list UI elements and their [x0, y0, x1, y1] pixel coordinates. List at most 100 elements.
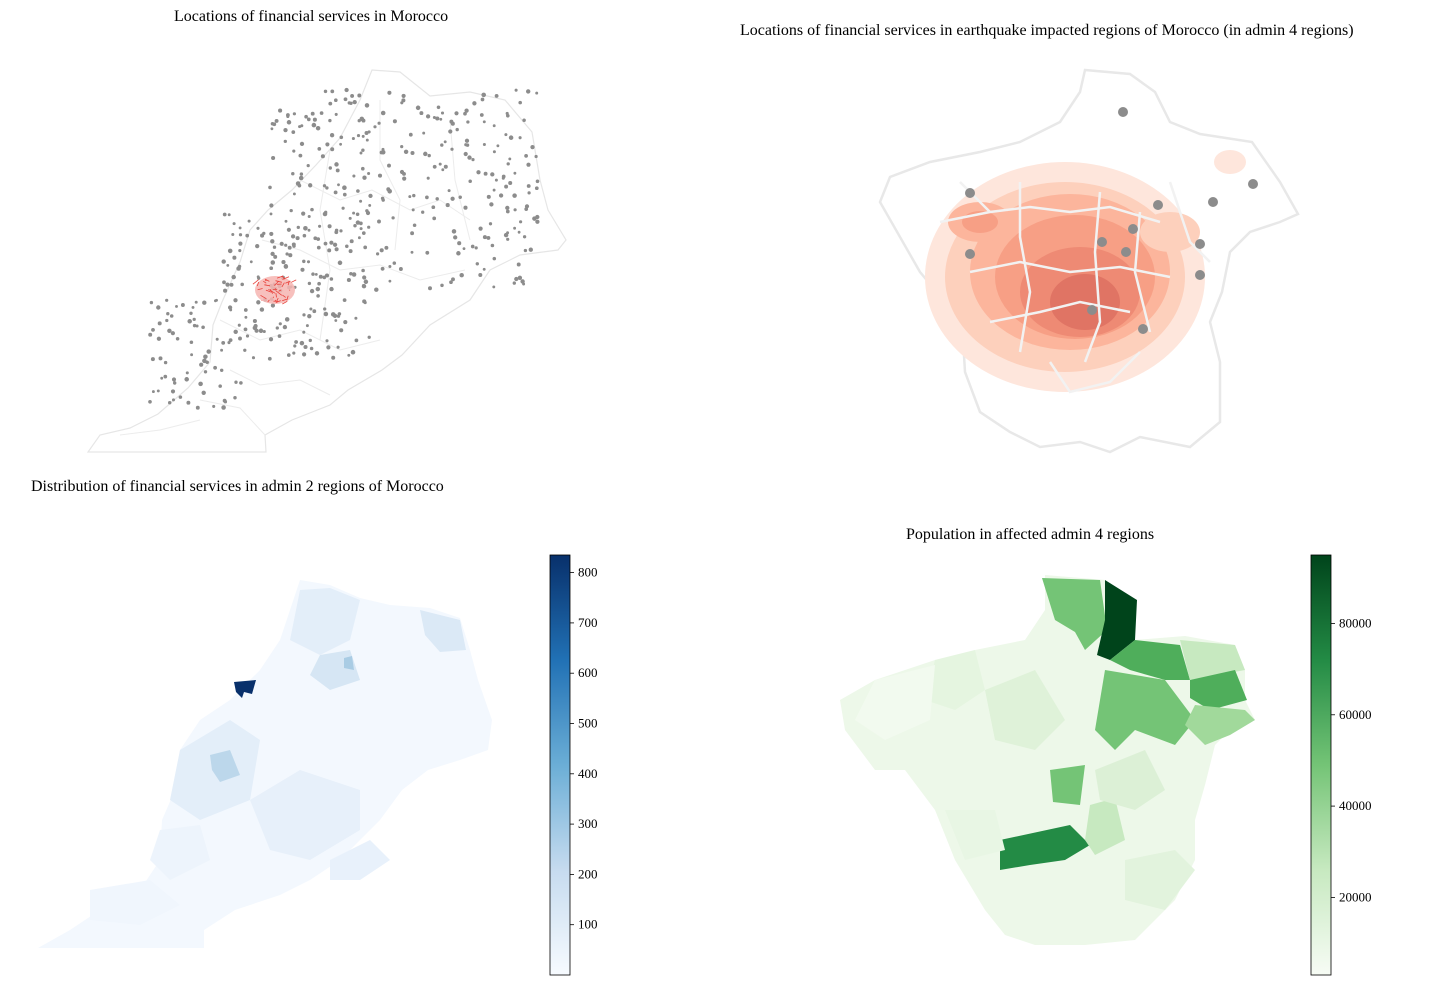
- service-point: [435, 116, 440, 121]
- service-point: [532, 216, 537, 221]
- service-point: [512, 193, 517, 198]
- service-point: [288, 253, 293, 258]
- service-point: [471, 158, 475, 162]
- service-point: [156, 389, 160, 393]
- service-point: [423, 151, 428, 157]
- service-point: [251, 356, 256, 360]
- service-point: [243, 327, 248, 332]
- colorbar-tick-label: 700: [578, 615, 598, 630]
- service-point: [486, 194, 491, 199]
- service-point: [368, 203, 372, 207]
- service-point: [233, 329, 238, 335]
- service-point: [309, 307, 313, 311]
- service-point: [490, 243, 495, 248]
- service-point: [356, 134, 361, 138]
- service-point: [482, 267, 486, 271]
- service-point: [482, 142, 486, 147]
- service-point: [222, 398, 227, 403]
- service-point: [380, 266, 385, 271]
- service-point: [364, 103, 370, 108]
- service-point: [222, 280, 226, 285]
- service-point: [257, 276, 261, 280]
- service-point: [270, 303, 276, 308]
- service-point: [466, 120, 470, 124]
- service-point: [496, 144, 500, 148]
- service-point: [965, 188, 975, 198]
- service-point: [332, 313, 338, 318]
- service-point: [454, 111, 459, 116]
- service-point: [375, 252, 380, 256]
- admin4-population-shape: [840, 575, 1255, 945]
- service-point: [535, 179, 540, 184]
- service-point: [1195, 270, 1205, 280]
- service-point: [336, 345, 340, 349]
- service-point: [232, 255, 237, 260]
- service-point: [367, 130, 371, 134]
- service-point: [505, 209, 510, 214]
- service-point: [494, 93, 499, 98]
- service-point: [227, 248, 233, 254]
- service-point: [426, 176, 430, 180]
- service-point: [269, 212, 273, 216]
- service-point: [300, 267, 305, 272]
- service-point: [355, 212, 360, 217]
- service-point: [165, 298, 169, 302]
- service-point: [245, 334, 250, 338]
- service-point: [309, 346, 314, 351]
- service-point: [408, 132, 413, 137]
- service-point: [201, 390, 206, 395]
- morocco-outline: [86, 69, 567, 453]
- service-point: [270, 239, 275, 244]
- service-point: [384, 245, 389, 250]
- service-point: [359, 227, 363, 231]
- service-point: [464, 143, 468, 147]
- service-point: [348, 249, 353, 254]
- panel2-title: Locations of financial services in earth…: [740, 22, 1354, 39]
- service-point: [522, 118, 526, 122]
- service-point: [523, 248, 528, 253]
- service-point: [291, 171, 295, 176]
- admin4-population-regions: [855, 578, 1255, 910]
- service-point: [513, 171, 517, 175]
- service-point: [432, 115, 436, 120]
- service-point: [318, 224, 322, 228]
- service-point: [363, 245, 368, 250]
- colorbar-tick-label: 500: [578, 716, 598, 731]
- service-point: [294, 340, 298, 344]
- service-point: [486, 235, 491, 240]
- service-point: [464, 108, 469, 113]
- service-point: [150, 357, 155, 362]
- service-point: [313, 236, 318, 241]
- service-point: [330, 147, 335, 152]
- service-point: [450, 147, 454, 151]
- service-point: [256, 300, 261, 305]
- service-point: [189, 340, 194, 344]
- service-point: [391, 216, 395, 220]
- service-point: [305, 324, 309, 328]
- service-point: [438, 162, 442, 166]
- service-point: [252, 325, 258, 331]
- service-point: [337, 183, 340, 187]
- service-point: [330, 89, 335, 94]
- service-point: [419, 111, 424, 116]
- service-point: [286, 353, 291, 357]
- service-point: [315, 125, 321, 131]
- service-point: [364, 131, 369, 135]
- service-point: [361, 148, 365, 152]
- service-point: [361, 283, 367, 289]
- service-point: [443, 164, 448, 169]
- service-point: [481, 92, 486, 98]
- service-point: [347, 353, 351, 357]
- service-point: [158, 356, 163, 361]
- service-point: [1118, 107, 1128, 117]
- service-point: [311, 272, 315, 276]
- service-point: [459, 272, 464, 278]
- service-point: [201, 325, 205, 330]
- service-point: [337, 312, 342, 316]
- service-point: [160, 376, 164, 380]
- service-point: [299, 172, 304, 176]
- service-point: [518, 136, 522, 140]
- service-point: [317, 147, 322, 151]
- service-point: [310, 207, 314, 212]
- service-point: [244, 315, 248, 319]
